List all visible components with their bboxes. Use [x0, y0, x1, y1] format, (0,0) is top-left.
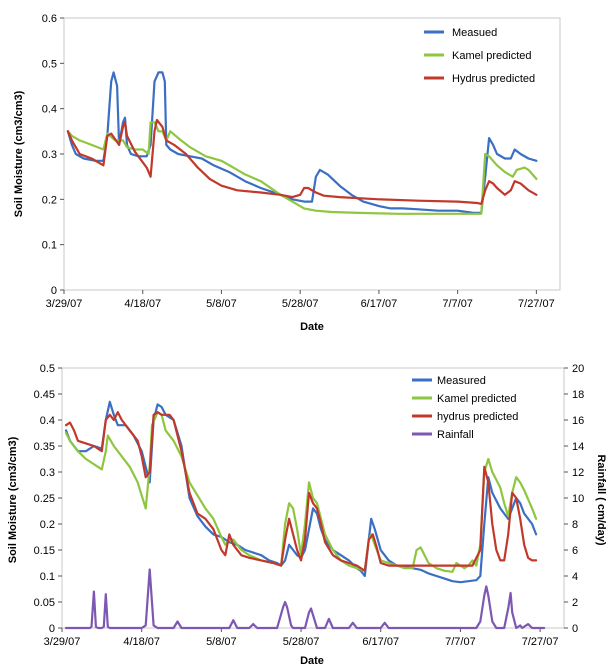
x-tick-label: 5/8/07 [206, 298, 237, 310]
x-tick-label: 4/18/07 [124, 298, 161, 310]
chart-2-y-ticks: 0 0.05 0.1 0.15 0.2 0.25 0.3 0.35 0.4 0.45 0.5 [34, 363, 62, 635]
x-tick-label: 3/29/07 [46, 298, 83, 310]
legend-label-measued: Measued [452, 27, 497, 39]
chart-2-y2-axis-label: Rainfall ( cm/day) [595, 454, 607, 545]
chart-1-series [66, 71, 538, 215]
y-tick-label: 0.1 [40, 571, 55, 583]
x-tick-label: 6/17/07 [361, 298, 398, 310]
x-tick-label: 7/7/07 [442, 298, 473, 310]
y-tick-label: 0 [49, 623, 55, 635]
series-line-hydrus-predicted [66, 118, 538, 205]
y2-tick-label: 2 [572, 597, 578, 609]
x-tick-label: 7/7/07 [445, 636, 476, 648]
y-tick-label: 0.3 [40, 467, 55, 479]
x-tick-label: 7/27/07 [522, 636, 559, 648]
y-tick-label: 0.35 [34, 441, 55, 453]
chart-1-legend: Measued Kamel predicted Hydrus predicted [424, 27, 535, 85]
legend-label-kamel-predicted: Kamel predicted [452, 50, 532, 62]
series-line-hydrus-predicted [64, 411, 538, 572]
x-tick-label: 6/17/07 [362, 636, 399, 648]
series-line-kamel-predicted [66, 121, 538, 215]
chart-2-series [64, 400, 546, 630]
x-tick-label: 3/29/07 [44, 636, 81, 648]
y2-tick-label: 18 [572, 389, 584, 401]
y-tick-label: 0.2 [42, 194, 57, 206]
legend-label-measured: Measured [437, 375, 486, 387]
y2-tick-label: 4 [572, 571, 578, 583]
y2-tick-label: 14 [572, 441, 584, 453]
chart-2-y2-ticks: 0 2 4 6 8 10 12 14 16 18 20 [564, 363, 584, 635]
legend-label-rainfall: Rainfall [437, 429, 474, 441]
y-tick-label: 0.6 [42, 13, 57, 25]
series-line-rainfall [64, 568, 546, 630]
chart-1-y-ticks: 0 0.1 0.2 0.3 0.4 0.5 0.6 [42, 13, 64, 297]
x-tick-label: 4/18/07 [123, 636, 160, 648]
y-tick-label: 0.4 [42, 104, 57, 116]
y-tick-label: 0.15 [34, 545, 55, 557]
chart-1: 0 0.1 0.2 0.3 0.4 0.5 0.6 3/29/07 4/18/07 5/8/07… [13, 13, 561, 333]
chart-2-y-axis-label: Soil Moisture (cm3/cm3) [7, 436, 19, 563]
y-tick-label: 0.25 [34, 493, 55, 505]
y2-tick-label: 10 [572, 493, 584, 505]
chart-2-legend: Measured Kamel predicted hydrus predicte… [412, 375, 518, 441]
chart-1-y-axis-label: Soil Moisture (cm3/cm3) [13, 90, 25, 217]
chart-2-x-axis-label: Date [300, 655, 324, 667]
y2-tick-label: 16 [572, 415, 584, 427]
y-tick-label: 0.2 [40, 519, 55, 531]
y-tick-label: 0.45 [34, 389, 55, 401]
series-line-measured [64, 400, 538, 584]
chart-2-x-ticks: 3/29/07 4/18/07 5/8/07 5/28/07 6/17/07 7/7/07… [44, 628, 559, 648]
y-tick-label: 0.4 [40, 415, 55, 427]
y-tick-label: 0.5 [40, 363, 55, 375]
x-tick-label: 5/8/07 [206, 636, 237, 648]
y2-tick-label: 12 [572, 467, 584, 479]
chart-1-x-ticks: 3/29/07 4/18/07 5/8/07 5/28/07 6/17/07 7/7/07… [46, 290, 555, 310]
y2-tick-label: 6 [572, 545, 578, 557]
legend-label-kamel-predicted-2: Kamel predicted [437, 393, 517, 405]
x-tick-label: 7/27/07 [518, 298, 555, 310]
legend-label-hydrus-predicted-2: hydrus predicted [437, 411, 518, 423]
y-tick-label: 0.05 [34, 597, 55, 609]
y-tick-label: 0.1 [42, 240, 57, 252]
chart-2: 0 0.05 0.1 0.15 0.2 0.25 0.3 0.35 0.4 0.45 0.5 0 2 4… [7, 363, 607, 667]
y-tick-label: 0.5 [42, 58, 57, 70]
x-tick-label: 5/28/07 [283, 636, 320, 648]
chart-1-x-axis-label: Date [300, 321, 324, 333]
y2-tick-label: 8 [572, 519, 578, 531]
y2-tick-label: 20 [572, 363, 584, 375]
y-tick-label: 0.3 [42, 149, 57, 161]
legend-label-hydrus-predicted: Hydrus predicted [452, 73, 535, 85]
y-tick-label: 0 [51, 285, 57, 297]
x-tick-label: 5/28/07 [282, 298, 319, 310]
y2-tick-label: 0 [572, 623, 578, 635]
